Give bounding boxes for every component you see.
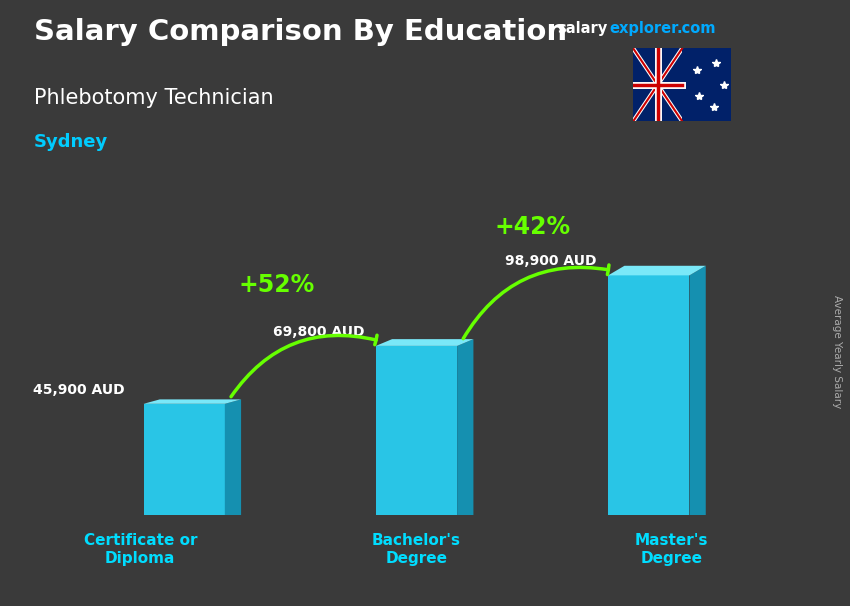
Text: .com: .com: [677, 21, 716, 36]
Text: Sydney: Sydney: [34, 133, 108, 152]
Polygon shape: [376, 339, 473, 346]
Polygon shape: [144, 404, 224, 515]
Text: Master's
Degree: Master's Degree: [635, 533, 708, 565]
Polygon shape: [224, 399, 241, 515]
Polygon shape: [144, 399, 241, 404]
Text: Average Yearly Salary: Average Yearly Salary: [832, 295, 842, 408]
Text: 98,900 AUD: 98,900 AUD: [505, 254, 597, 268]
Text: 45,900 AUD: 45,900 AUD: [33, 382, 125, 396]
Text: Bachelor's
Degree: Bachelor's Degree: [372, 533, 461, 565]
Polygon shape: [682, 48, 731, 121]
Text: Certificate or
Diploma: Certificate or Diploma: [83, 533, 197, 565]
Text: explorer: explorer: [609, 21, 679, 36]
Polygon shape: [457, 339, 473, 515]
Polygon shape: [376, 346, 457, 515]
Text: 69,800 AUD: 69,800 AUD: [273, 325, 364, 339]
Polygon shape: [608, 266, 706, 275]
Polygon shape: [608, 275, 689, 515]
Text: salary: salary: [557, 21, 607, 36]
Text: +52%: +52%: [239, 273, 315, 298]
Text: Salary Comparison By Education: Salary Comparison By Education: [34, 18, 567, 46]
Text: +42%: +42%: [495, 215, 570, 239]
Polygon shape: [689, 266, 706, 515]
Text: Phlebotomy Technician: Phlebotomy Technician: [34, 88, 274, 108]
